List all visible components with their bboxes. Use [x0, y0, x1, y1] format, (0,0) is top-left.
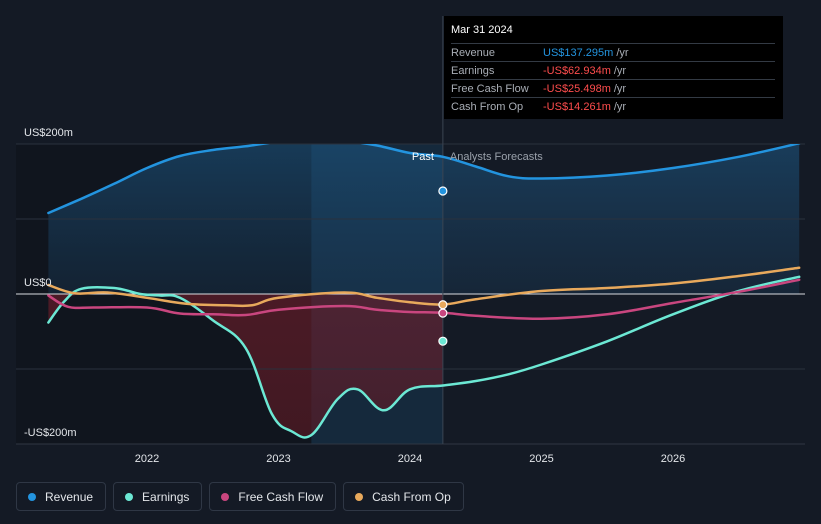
tooltip-unit: /yr — [613, 82, 627, 95]
tooltip-unit: /yr — [613, 64, 627, 77]
past-label: Past — [412, 151, 434, 163]
tooltip-row-free-cash-flow: Free Cash Flow -US$25.498m/yr — [451, 79, 775, 97]
legend-item-free-cash-flow[interactable]: Free Cash Flow — [209, 482, 337, 511]
legend-label: Free Cash Flow — [238, 489, 324, 504]
tooltip-unit: /yr — [616, 46, 629, 59]
legend-dot-icon — [355, 492, 364, 501]
chart-lines — [47, 144, 801, 439]
legend-item-revenue[interactable]: Revenue — [16, 482, 107, 511]
tooltip-value: -US$62.934m — [543, 64, 611, 77]
tooltip-value: US$137.295m — [543, 46, 614, 59]
tooltip-label: Revenue — [451, 46, 496, 59]
tooltip-date: Mar 31 2024 — [451, 24, 513, 36]
tooltip-rows: Revenue US$137.295m/yr Earnings -US$62.934m… — [451, 43, 775, 115]
tooltip-panel: Mar 31 2024 Revenue US$137.295m/yr Earning… — [444, 16, 783, 119]
legend-dot-icon — [125, 492, 134, 501]
series-line-earnings — [47, 275, 801, 439]
tooltip-row-cash-from-op: Cash From Op -US$14.261m/yr — [451, 97, 775, 115]
x-tick-label: 2025 — [529, 453, 553, 465]
tooltip-label: Free Cash Flow — [451, 82, 529, 95]
tooltip-label: Cash From Op — [451, 100, 524, 113]
tooltip-unit: /yr — [613, 100, 627, 113]
x-tick-label: 2023 — [266, 453, 290, 465]
series-line-revenue — [47, 144, 801, 215]
series-line-cash-from-op — [47, 266, 801, 308]
series-line-free-cash-flow — [47, 278, 801, 321]
legend-label: Earnings — [142, 489, 190, 504]
x-tick-label: 2022 — [135, 453, 159, 465]
tooltip-label: Earnings — [451, 64, 495, 77]
legend-item-cash-from-op[interactable]: Cash From Op — [343, 482, 464, 511]
y-tick-label: US$0 — [24, 277, 52, 289]
y-tick-label: -US$200m — [24, 427, 77, 439]
marker-free-cash-flow — [438, 308, 448, 318]
tooltip-value: -US$25.498m — [543, 82, 611, 95]
legend-label: Revenue — [45, 489, 94, 504]
legend-item-earnings[interactable]: Earnings — [113, 482, 203, 511]
legend-dot-icon — [28, 492, 36, 501]
marker-earnings — [438, 336, 448, 346]
y-tick-label: US$200m — [24, 127, 73, 139]
chart-markers — [438, 186, 448, 346]
marker-revenue — [438, 186, 448, 196]
x-tick-label: 2026 — [661, 453, 685, 465]
tooltip-row-revenue: Revenue US$137.295m/yr — [451, 43, 775, 61]
legend-dot-icon — [221, 492, 230, 501]
tooltip-value: -US$14.261m — [543, 100, 611, 113]
marker-cash-from-op — [438, 300, 448, 310]
x-tick-label: 2024 — [398, 453, 422, 465]
chart-legend: Revenue Earnings Free Cash Flow Cash From O… — [16, 482, 464, 511]
chart-labels: US$200m US$0 -US$200m 2022 2023 2024 2025 2026 P… — [24, 127, 685, 465]
forecast-label: Analysts Forecasts — [450, 151, 543, 163]
earnings-negative-area-fill — [48, 293, 443, 438]
tooltip-row-earnings: Earnings -US$62.934m/yr — [451, 61, 775, 79]
legend-label: Cash From Op — [372, 489, 451, 504]
